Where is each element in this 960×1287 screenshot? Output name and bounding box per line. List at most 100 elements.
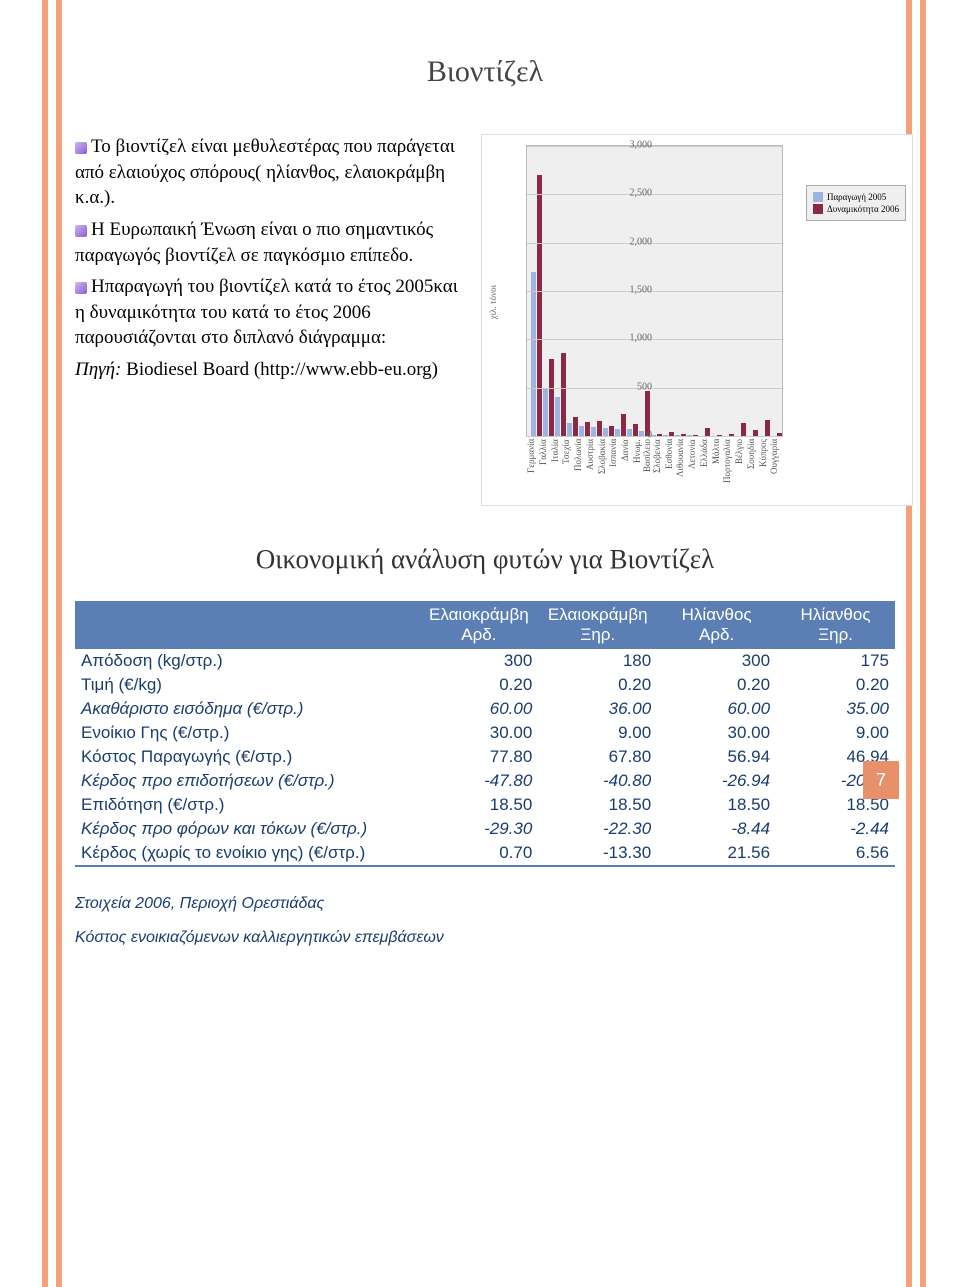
legend-item: Δυναμικότητα 2006	[813, 204, 899, 214]
x-tick-label: Λιθουανία	[675, 439, 687, 497]
x-tick-label: Λετονία	[687, 439, 699, 497]
x-tick-label: Σλοβακία	[597, 439, 609, 497]
table-cell: 9.00	[776, 721, 895, 745]
table-cell: 77.80	[419, 745, 538, 769]
economic-analysis-table: Ελαιοκράμβη Αρδ.Ελαιοκράμβη Ξηρ.Ηλίανθος…	[75, 601, 895, 867]
x-tick-label: Ελλάδα	[699, 439, 711, 497]
plot-area	[526, 145, 783, 437]
row-label: Κέρδος προ φόρων και τόκων (€/στρ.)	[75, 817, 419, 841]
table-cell: 21.56	[657, 841, 776, 866]
text-column: Το βιοντίζελ είναι μεθυλεστέρας που παρά…	[75, 134, 463, 506]
x-tick-label: Πολωνία	[573, 439, 585, 497]
table-cell: 56.94	[657, 745, 776, 769]
table-cell: -22.30	[538, 817, 657, 841]
bar-series1	[567, 423, 572, 436]
table-cell: 0.20	[419, 673, 538, 697]
table-cell: 9.00	[538, 721, 657, 745]
table-cell: 0.20	[657, 673, 776, 697]
row-label: Ακαθάριστο εισόδημα (€/στρ.)	[75, 697, 419, 721]
table-row: Ακαθάριστο εισόδημα (€/στρ.)60.0036.0060…	[75, 697, 895, 721]
bar-pair	[615, 414, 626, 436]
bar-pair	[735, 423, 746, 436]
table-header-cell: Ηλίανθος Ξηρ.	[776, 601, 895, 649]
table-header-cell: Ηλίανθος Αρδ.	[657, 601, 776, 649]
bullet-text: Το βιοντίζελ είναι μεθυλεστέρας που παρά…	[75, 136, 455, 208]
x-tick-label: Κύπρος	[758, 439, 770, 497]
table-cell: 67.80	[538, 745, 657, 769]
bar-series2	[609, 426, 614, 436]
table-row: Τιμή (€/kg)0.200.200.200.20	[75, 673, 895, 697]
row-label: Κέρδος προ επιδοτήσεων (€/στρ.)	[75, 769, 419, 793]
table-cell: -40.80	[538, 769, 657, 793]
table-cell: 18.50	[538, 793, 657, 817]
table-footnote: Κόστος ενοικιαζόμενων καλλιεργητικών επε…	[75, 929, 895, 947]
two-column-layout: Το βιοντίζελ είναι μεθυλεστέρας που παρά…	[75, 134, 895, 506]
table-cell: 6.56	[776, 841, 895, 866]
table-header-cell	[75, 601, 419, 649]
table-cell: -26.94	[657, 769, 776, 793]
table-row: Απόδοση (kg/στρ.)300180300175	[75, 649, 895, 673]
bar-series2	[573, 417, 578, 436]
table-cell: 30.00	[419, 721, 538, 745]
legend-swatch	[813, 204, 823, 214]
bullet-item: Η Ευρωπαική Ένωση είναι ο πιο σημαντικός…	[75, 217, 463, 268]
bullet-icon	[75, 225, 87, 237]
table-cell: 0.20	[776, 673, 895, 697]
table-cell: -13.30	[538, 841, 657, 866]
bar-pair	[759, 420, 770, 436]
decor-rail	[42, 0, 48, 1287]
x-tick-label: Ηνωμ. Βασίλειο	[632, 439, 652, 497]
table-row: Επιδότηση (€/στρ.)18.5018.5018.5018.50	[75, 793, 895, 817]
x-tick-label: Εσθονία	[664, 439, 676, 497]
table-cell: -47.80	[419, 769, 538, 793]
x-tick-label: Βέλγιο	[734, 439, 746, 497]
bullet-text: Ηπαραγωγή του βιοντίζελ κατά το έτος 200…	[75, 276, 458, 348]
bar-series1	[543, 388, 548, 436]
y-axis-label: χιλ. τόνοι	[488, 285, 498, 319]
table-cell: 0.70	[419, 841, 538, 866]
bar-pair	[579, 422, 590, 437]
bar-series2	[765, 420, 770, 436]
bullet-icon	[75, 142, 87, 154]
x-tick-label: Ουγγαρία	[769, 439, 781, 497]
table-row: Κέρδος προ φόρων και τόκων (€/στρ.)-29.3…	[75, 817, 895, 841]
legend-item: Παραγωγή 2005	[813, 192, 899, 202]
page-number-badge: 7	[863, 761, 899, 799]
x-tick-label: Πορτογαλία	[722, 439, 734, 497]
bar-series2	[633, 424, 638, 436]
table-cell: 35.00	[776, 697, 895, 721]
section-title: Οικονομική ανάλυση φυτών για Βιοντίζελ	[75, 544, 895, 575]
source-line: Πηγή: Biodiesel Board (http://www.ebb-eu…	[75, 357, 463, 383]
bar-series1	[603, 428, 608, 436]
chart-column: χιλ. τόνοι ΓερμανίαΓαλλίαΙταλίαΤσεχίαΠολ…	[481, 134, 913, 506]
bar-series1	[579, 426, 584, 436]
legend-swatch	[813, 192, 823, 202]
bar-pair	[567, 417, 578, 436]
table-body: Απόδοση (kg/στρ.)300180300175Τιμή (€/kg)…	[75, 649, 895, 866]
bullet-item: Ηπαραγωγή του βιοντίζελ κατά το έτος 200…	[75, 274, 463, 351]
page-title: Βιοντίζελ	[75, 55, 895, 89]
bar-pair	[627, 424, 638, 436]
table-cell: -2.44	[776, 817, 895, 841]
x-tick-label: Μάλτα	[711, 439, 723, 497]
table-cell: 36.00	[538, 697, 657, 721]
bar-series1	[615, 429, 620, 436]
bullet-text: Η Ευρωπαική Ένωση είναι ο πιο σημαντικός…	[75, 219, 433, 266]
bullet-icon	[75, 282, 87, 294]
bar-series1	[531, 272, 536, 436]
bar-pair	[543, 359, 554, 436]
table-cell: 60.00	[657, 697, 776, 721]
bullet-item: Το βιοντίζελ είναι μεθυλεστέρας που παρά…	[75, 134, 463, 211]
table-cell: -8.44	[657, 817, 776, 841]
bar-pair	[699, 428, 710, 436]
bar-pair	[531, 175, 542, 436]
bar-series2	[621, 414, 626, 436]
table-row: Κέρδος προ επιδοτήσεων (€/στρ.)-47.80-40…	[75, 769, 895, 793]
table-row: Κέρδος (χωρίς το ενοίκιο γης) (€/στρ.)0.…	[75, 841, 895, 866]
bar-pair	[603, 426, 614, 436]
biodiesel-bar-chart: χιλ. τόνοι ΓερμανίαΓαλλίαΙταλίαΤσεχίαΠολ…	[481, 134, 913, 506]
bar-series2	[537, 175, 542, 436]
table-cell: 175	[776, 649, 895, 673]
x-tick-label: Αυστρία	[585, 439, 597, 497]
chart-legend: Παραγωγή 2005 Δυναμικότητα 2006	[806, 185, 906, 221]
